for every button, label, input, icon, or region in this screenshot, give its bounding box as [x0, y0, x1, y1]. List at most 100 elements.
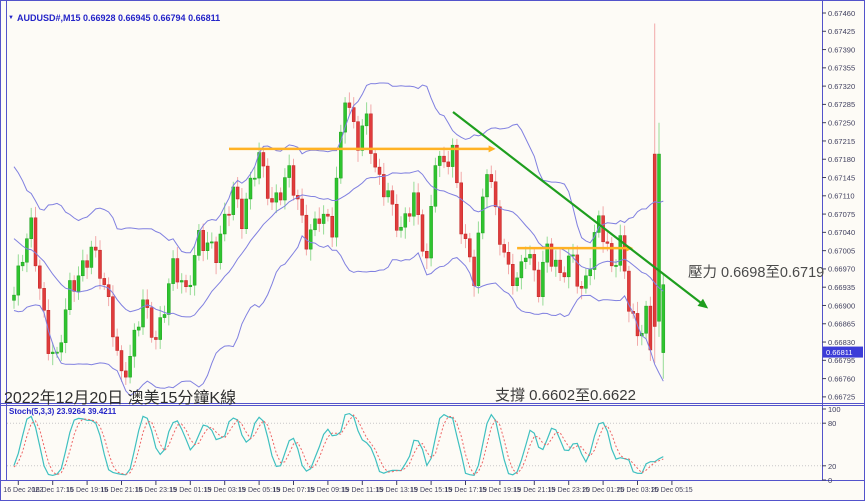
candle-body	[283, 177, 287, 201]
candle-body	[98, 249, 102, 279]
price-axis-label: 0.66865	[828, 320, 855, 329]
candle-body	[12, 294, 16, 301]
time-axis-label: 20 Dec 05:15	[651, 487, 693, 494]
candle-body	[330, 215, 334, 238]
candle-body	[313, 218, 317, 231]
candle-body	[339, 131, 343, 179]
candle-body	[20, 261, 25, 267]
candle-body	[29, 217, 33, 239]
candle-body	[403, 213, 408, 228]
candle-body	[102, 278, 107, 285]
candle-body	[119, 350, 124, 372]
candle-body	[201, 230, 205, 251]
candle-body	[149, 307, 154, 338]
candle-body	[442, 155, 446, 163]
candle-body	[197, 230, 201, 256]
candle-body	[485, 174, 489, 198]
candle-body	[433, 165, 438, 207]
candle-body	[476, 232, 481, 286]
time-axis-label: 16 Dec 2022	[3, 487, 43, 494]
candle-body	[304, 214, 309, 250]
candle-body	[416, 192, 420, 215]
price-axis-label: 0.67250	[828, 118, 855, 127]
candle-body	[579, 285, 584, 289]
price-axis-label: 0.66795	[828, 356, 855, 365]
stoch-axis-label: 0	[828, 476, 832, 485]
candle-body	[248, 177, 253, 200]
candle-body	[493, 181, 498, 208]
price-axis-label: 0.67320	[828, 82, 855, 91]
candle-body	[141, 299, 145, 328]
stoch-axis-label: 80	[828, 419, 836, 428]
candle-body	[420, 214, 425, 252]
triangle-down-icon[interactable]: ▼	[8, 15, 14, 21]
time-axis-label: 19 Dec 11:15	[342, 487, 383, 494]
candle-body	[584, 275, 588, 289]
candle-body	[175, 258, 180, 283]
candle-body	[347, 102, 352, 108]
candle-body	[627, 270, 631, 312]
candle-body	[68, 280, 72, 311]
candle-body	[253, 177, 257, 180]
time-axis-label: 19 Dec 03:15	[204, 487, 246, 494]
candle-body	[661, 284, 666, 353]
green-trendline-arrowhead	[697, 298, 709, 309]
candle-body	[562, 272, 567, 278]
price-axis-label: 0.66935	[828, 283, 855, 292]
price-axis-label: 0.67110	[828, 192, 855, 201]
candle-body	[390, 190, 395, 205]
time-axis-label: 16 Dec 21:15	[101, 487, 143, 494]
stoch-axis-label: 100	[828, 405, 841, 414]
time-axis-label: 19 Dec 09:15	[307, 487, 349, 494]
candle-body	[188, 284, 193, 288]
candle-body	[455, 144, 459, 184]
price-axis-label: 0.66725	[828, 393, 855, 402]
green-trendline-arrow[interactable]	[452, 111, 706, 307]
symbol-quote-line[interactable]: ▼ AUDUSD#,M15 0.66928 0.66945 0.66794 0.6…	[8, 13, 220, 23]
current-price-tag	[823, 346, 863, 358]
candle-body	[50, 351, 55, 354]
candle-body	[72, 280, 76, 292]
candle-body	[59, 342, 64, 353]
candle-body	[106, 284, 111, 297]
candle-body	[136, 326, 141, 331]
time-axis-label: 16 Dec 23:15	[135, 487, 177, 494]
candle-body	[536, 269, 541, 297]
candle-body	[360, 125, 365, 151]
price-axis-label: 0.67390	[828, 45, 855, 54]
candle-body	[167, 283, 171, 315]
candle-body	[231, 186, 236, 215]
candle-body	[25, 238, 29, 263]
candle-body	[523, 257, 528, 262]
candle-body	[154, 337, 158, 340]
candle-body	[326, 213, 330, 217]
candle-body	[450, 144, 455, 167]
candle-body	[437, 155, 442, 166]
candle-body	[506, 252, 511, 265]
candle-body	[532, 254, 537, 271]
candle-body	[124, 370, 128, 378]
main-price-panel[interactable]	[12, 23, 709, 397]
candle-body	[605, 241, 610, 244]
time-axis-label: 19 Dec 05:15	[238, 487, 280, 494]
price-axis-label: 0.66760	[828, 374, 855, 383]
candle-body	[274, 192, 279, 203]
candle-body	[468, 238, 472, 258]
candle-body	[575, 254, 580, 287]
price-axis-label: 0.66830	[828, 338, 855, 347]
time-axis-label: 19 Dec 21:15	[513, 487, 555, 494]
candle-body	[115, 336, 119, 351]
candle-body	[502, 244, 506, 253]
time-axis-label: 19 Dec 15:15	[410, 487, 452, 494]
stochastic-panel[interactable]	[7, 412, 822, 477]
candle-body	[588, 269, 592, 277]
candle-body	[89, 246, 94, 268]
candle-body	[425, 250, 429, 259]
price-axis-label: 0.67215	[828, 137, 855, 146]
candle-body	[648, 305, 653, 351]
price-axis-label: 0.67145	[828, 173, 855, 182]
time-axis-label: 20 Dec 03:15	[617, 487, 659, 494]
candle-body	[42, 288, 46, 311]
symbol-quote-text: AUDUSD#,M15 0.66928 0.66945 0.66794 0.66…	[16, 13, 221, 23]
